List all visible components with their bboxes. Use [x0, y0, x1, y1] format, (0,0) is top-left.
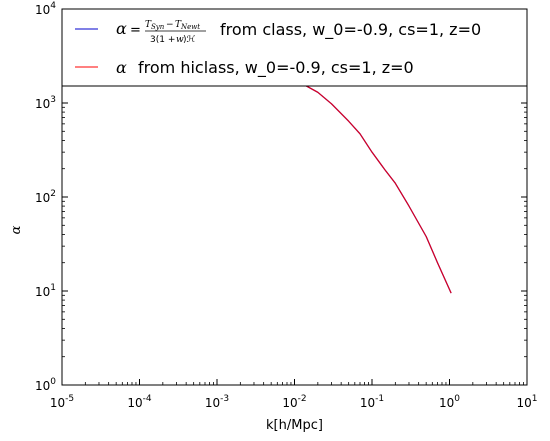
legend-box [61, 8, 528, 87]
y-tick-label: 102 [35, 189, 56, 205]
legend-label-class: from class, w_0=-0.9, cs=1, z=0 [220, 20, 481, 40]
x-tick-label: 10-4 [127, 394, 152, 410]
y-tick-label: 103 [35, 95, 56, 111]
svg-text:Newt: Newt [180, 23, 200, 31]
x-tick-label: 10-3 [205, 394, 229, 410]
svg-text:w: w [176, 35, 184, 45]
svg-text:=: = [130, 23, 141, 38]
x-tick-label: 10-5 [50, 394, 74, 410]
svg-text:α: α [116, 19, 127, 38]
legend-math-class: α = T Syn − T Newt 3(1 + w )ℋ [116, 19, 206, 45]
x-axis-label: k[h/Mpc] [266, 418, 323, 433]
legend: α = T Syn − T Newt 3(1 + w )ℋ from class… [61, 8, 528, 87]
svg-text:T: T [145, 20, 152, 30]
svg-text:3(1 +: 3(1 + [150, 35, 175, 45]
legend-math-hiclass: α [116, 58, 127, 77]
svg-text:T: T [175, 20, 182, 30]
y-tick-label: 100 [35, 377, 56, 393]
y-axis-label: α [9, 225, 24, 234]
y-axis-ticks: 100 101 102 103 104 [35, 1, 527, 393]
x-tick-label: 101 [516, 394, 537, 410]
legend-label-hiclass: from hiclass, w_0=-0.9, cs=1, z=0 [138, 58, 414, 78]
svg-text:Syn: Syn [151, 23, 165, 31]
svg-text:)ℋ: )ℋ [183, 35, 196, 45]
x-tick-label: 100 [439, 394, 460, 410]
y-tick-label: 101 [35, 283, 56, 299]
y-tick-label: 104 [35, 1, 56, 17]
x-tick-label: 10-1 [360, 394, 384, 410]
x-tick-label: 10-2 [282, 394, 306, 410]
svg-text:−: − [166, 20, 174, 30]
